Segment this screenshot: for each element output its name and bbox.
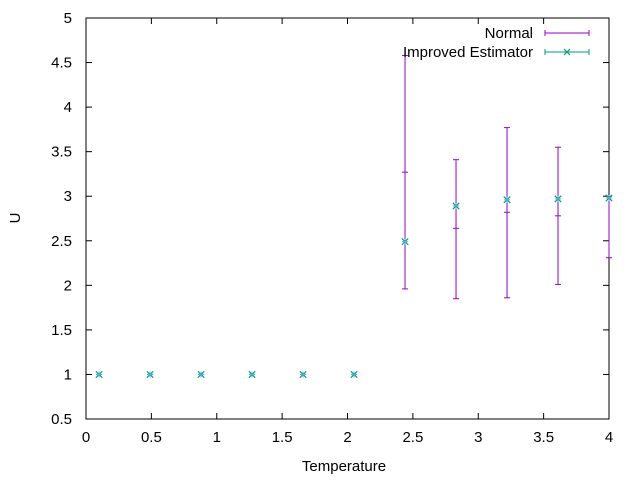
legend-sample-improved-marker <box>563 48 571 56</box>
x-tick-label: 0.5 <box>141 429 162 446</box>
y-tick-label: 1 <box>64 366 72 383</box>
y-tick-label: 3.5 <box>51 144 72 161</box>
x-tick-label: 3.5 <box>533 429 554 446</box>
y-tick-label: 2 <box>64 277 72 294</box>
legend-label-normal: Normal <box>485 25 533 42</box>
ticks: 0 0.5 1 1.5 2 2.5 3 3.5 4 0.5 1 1.5 2 2.5 3 3.5 4 4.5 5 <box>51 10 613 446</box>
legend: Normal Improved Estimator <box>403 25 590 61</box>
x-axis-label: Temperature <box>302 458 386 475</box>
y-axis-label: U <box>7 213 24 224</box>
legend-label-improved-estimator: Improved Estimator <box>403 44 533 61</box>
data-point <box>605 194 613 202</box>
y-tick-label: 2.5 <box>51 233 72 250</box>
x-tick-label: 2.5 <box>402 429 423 446</box>
data-point <box>452 202 460 210</box>
y-tick-label: 4.5 <box>51 55 72 72</box>
error-bar <box>606 195 612 259</box>
data-point <box>299 370 307 379</box>
data-point <box>350 370 358 379</box>
x-tick-label: 1 <box>213 429 221 446</box>
x-tick-label: 1.5 <box>272 429 293 446</box>
axes <box>85 17 610 420</box>
data-point <box>401 238 409 246</box>
data-point <box>146 370 154 379</box>
x-tick-label: 4 <box>605 429 613 446</box>
y-tick-label: 3 <box>64 188 72 205</box>
plot-border <box>85 17 610 420</box>
plot-area <box>95 54 613 379</box>
data-point <box>197 370 205 379</box>
y-tick-label: 1.5 <box>51 322 72 339</box>
y-tick-label: 4 <box>64 99 72 116</box>
x-tick-label: 3 <box>474 429 482 446</box>
data-point <box>503 196 511 204</box>
error-bar <box>453 159 460 300</box>
x-tick-label: 2 <box>343 429 351 446</box>
data-point <box>248 370 256 379</box>
y-tick-label: 0.5 <box>51 411 72 428</box>
data-point <box>95 370 103 379</box>
y-tick-label: 5 <box>64 10 72 27</box>
x-tick-label: 0 <box>82 429 90 446</box>
data-point <box>554 195 562 203</box>
